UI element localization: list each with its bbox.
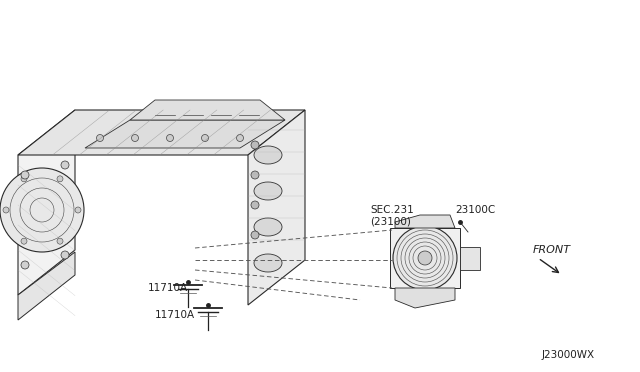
Circle shape	[251, 201, 259, 209]
Circle shape	[251, 231, 259, 239]
Circle shape	[166, 135, 173, 141]
Circle shape	[21, 171, 29, 179]
Ellipse shape	[254, 146, 282, 164]
Polygon shape	[248, 110, 305, 305]
Circle shape	[0, 168, 84, 252]
Ellipse shape	[254, 182, 282, 200]
Circle shape	[21, 261, 29, 269]
Polygon shape	[18, 252, 75, 320]
Polygon shape	[390, 228, 460, 288]
Ellipse shape	[254, 254, 282, 272]
Text: 11710A: 11710A	[155, 310, 195, 320]
Circle shape	[131, 135, 138, 141]
Ellipse shape	[254, 218, 282, 236]
Circle shape	[237, 135, 243, 141]
Circle shape	[75, 207, 81, 213]
Text: 11710A: 11710A	[148, 283, 188, 293]
Circle shape	[418, 251, 432, 265]
Polygon shape	[18, 110, 75, 295]
Circle shape	[393, 226, 457, 290]
Polygon shape	[85, 120, 285, 148]
Polygon shape	[395, 215, 455, 228]
Polygon shape	[130, 100, 285, 120]
Circle shape	[57, 238, 63, 244]
Polygon shape	[460, 247, 480, 270]
Circle shape	[57, 176, 63, 182]
Circle shape	[3, 207, 9, 213]
Circle shape	[251, 171, 259, 179]
Circle shape	[21, 238, 27, 244]
Circle shape	[21, 176, 27, 182]
Text: FRONT: FRONT	[533, 245, 571, 255]
Text: SEC.231
(23100): SEC.231 (23100)	[370, 205, 413, 227]
Circle shape	[61, 161, 69, 169]
Polygon shape	[18, 110, 305, 155]
Circle shape	[97, 135, 104, 141]
Text: J23000WX: J23000WX	[542, 350, 595, 360]
Text: 23100C: 23100C	[455, 205, 495, 215]
Circle shape	[251, 141, 259, 149]
Circle shape	[61, 251, 69, 259]
Polygon shape	[395, 288, 455, 308]
Circle shape	[202, 135, 209, 141]
